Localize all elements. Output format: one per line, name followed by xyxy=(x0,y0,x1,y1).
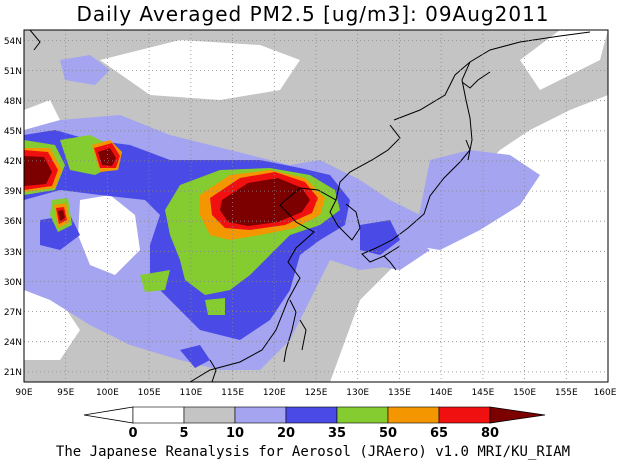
colorbar-over-arrow xyxy=(489,406,546,424)
lat-tick-39: 39N xyxy=(4,187,22,197)
lat-tick-51: 51N xyxy=(4,67,22,77)
lat-tick-54: 54N xyxy=(4,37,22,47)
lon-tick-140: 140E xyxy=(430,388,453,398)
lat-tick-48: 48N xyxy=(4,97,22,107)
data-source-credit: The Japanese Reanalysis for Aerosol (JRA… xyxy=(55,444,571,460)
colorbar-bin-35-50 xyxy=(336,406,389,424)
lat-tick-42: 42N xyxy=(4,157,22,167)
lat-tick-30: 30N xyxy=(4,278,22,288)
lon-tick-160: 160E xyxy=(594,388,617,398)
lon-tick-150: 150E xyxy=(513,388,536,398)
colorbar: 0 5 10 20 35 50 65 80 xyxy=(83,406,546,441)
lon-tick-labels: 90E 95E 100E 105E 110E 115E 120E 125E 13… xyxy=(15,388,616,398)
colorbar-bin-65-80 xyxy=(438,406,491,424)
colorbar-bin-0-5 xyxy=(132,406,185,424)
colorbar-label-20: 20 xyxy=(277,426,295,441)
colorbar-under-arrow xyxy=(83,406,134,424)
lon-tick-90: 90E xyxy=(15,388,32,398)
lat-tick-24: 24N xyxy=(4,338,22,348)
lon-tick-135: 135E xyxy=(388,388,411,398)
lon-tick-155: 155E xyxy=(555,388,578,398)
lon-tick-120: 120E xyxy=(263,388,286,398)
colorbar-bin-5-10 xyxy=(183,406,236,424)
lat-tick-21: 21N xyxy=(4,368,22,378)
colorbar-label-35: 35 xyxy=(328,426,346,441)
lat-tick-45: 45N xyxy=(4,127,22,137)
colorbar-bin-20-35 xyxy=(285,406,338,424)
colorbar-bin-50-65 xyxy=(387,406,440,424)
colorbar-label-10: 10 xyxy=(226,426,244,441)
lon-tick-110: 110E xyxy=(179,388,202,398)
lat-tick-labels: 21N 24N 27N 30N 33N 36N 39N 42N 45N 48N … xyxy=(4,37,22,378)
lon-tick-100: 100E xyxy=(96,388,119,398)
lat-tick-36: 36N xyxy=(4,217,22,227)
coastlines xyxy=(29,30,591,382)
colorbar-label-65: 65 xyxy=(430,426,448,441)
lon-tick-105: 105E xyxy=(138,388,161,398)
concentration-field xyxy=(24,30,608,382)
contour-above-80 xyxy=(24,148,310,226)
lat-tick-33: 33N xyxy=(4,248,22,258)
map-title: Daily Averaged PM2.5 [ug/m3]: 09Aug2011 xyxy=(76,2,550,26)
colorbar-label-5: 5 xyxy=(179,426,188,441)
graticule xyxy=(24,30,608,382)
colorbar-label-0: 0 xyxy=(128,426,137,441)
lon-tick-125: 125E xyxy=(305,388,328,398)
plot-frame xyxy=(23,29,609,383)
lon-tick-130: 130E xyxy=(346,388,369,398)
lat-tick-27: 27N xyxy=(4,308,22,318)
lon-tick-95: 95E xyxy=(57,388,74,398)
colorbar-label-50: 50 xyxy=(379,426,397,441)
colorbar-bin-10-20 xyxy=(234,406,287,424)
lon-tick-115: 115E xyxy=(221,388,244,398)
lon-tick-145: 145E xyxy=(471,388,494,398)
colorbar-label-80: 80 xyxy=(481,426,499,441)
contour-below-10-inner xyxy=(78,195,140,275)
